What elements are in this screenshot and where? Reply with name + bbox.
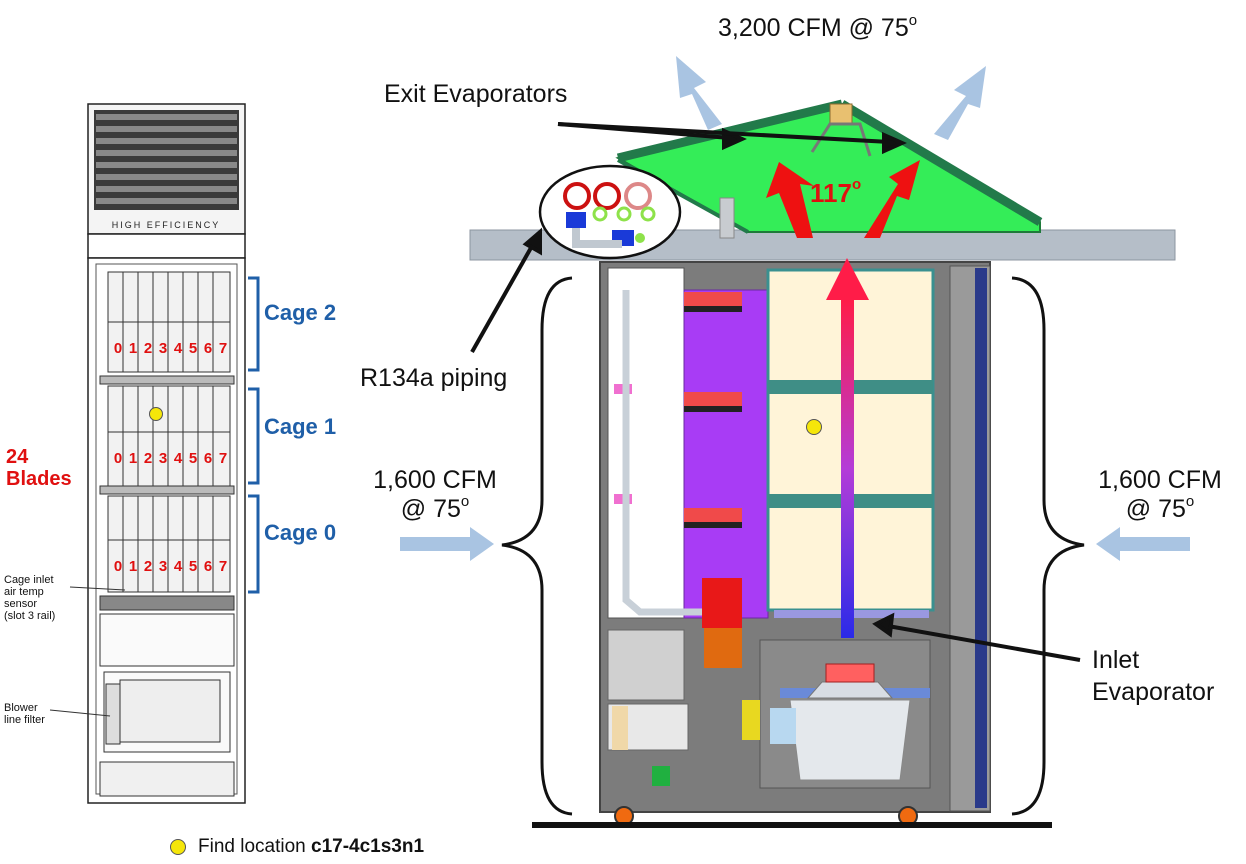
filter-callout-line xyxy=(49,709,111,717)
slot-number: 6 xyxy=(204,558,212,575)
exit-evaporators-label: Exit Evaporators xyxy=(384,80,568,108)
cage-2-blades xyxy=(99,271,235,385)
exhaust-arrows xyxy=(766,160,920,238)
location-marker-rack xyxy=(806,419,822,435)
pointer-lines xyxy=(470,122,1081,662)
slot-number: 3 xyxy=(159,340,167,357)
right-airflow-label: 1,600 CFM @ 75o xyxy=(1098,466,1222,523)
cage-0-label: Cage 0 xyxy=(264,520,337,545)
cage-1-label: Cage 1 xyxy=(264,414,337,439)
left-brace xyxy=(501,276,573,816)
rising-airflow-arrow xyxy=(826,258,869,638)
airflow-arrows xyxy=(400,56,1190,561)
slot-number: 2 xyxy=(144,558,152,575)
right-brace xyxy=(1011,276,1085,816)
slot-number: 4 xyxy=(174,340,183,357)
slot-number: 1 xyxy=(129,558,137,575)
piping-label: R134a piping xyxy=(360,364,508,392)
piping-detail xyxy=(538,164,682,260)
rack-body xyxy=(599,261,991,826)
cabinet-top-grille xyxy=(94,110,239,210)
slot-numbers: 0 1 2 3 4 5 6 70 1 2 3 4 5 6 70 1 2 3 4 5 6 7 xyxy=(114,340,227,575)
legend-location: c17-4c1s3n1 xyxy=(311,836,425,857)
exit-evaporator-roof xyxy=(615,99,1043,239)
floor-line xyxy=(532,822,1052,828)
slot-number: 0 xyxy=(114,340,122,357)
slot-number: 5 xyxy=(189,450,197,467)
slot-number: 3 xyxy=(159,450,167,467)
slot-number: 5 xyxy=(189,558,197,575)
cage-2-label: Cage 2 xyxy=(264,300,337,325)
slot-number: 1 xyxy=(129,340,137,357)
blade-cabinet xyxy=(87,103,246,804)
legend-marker xyxy=(170,839,186,855)
slot-number: 2 xyxy=(144,450,152,467)
inlet-evaporator-label: Inlet Evaporator xyxy=(1092,646,1215,706)
cage-0-blades xyxy=(99,495,235,611)
slot-number: 1 xyxy=(129,450,137,467)
slot-number: 0 xyxy=(114,558,122,575)
slot-number: 6 xyxy=(204,340,212,357)
legend-text: Find location c17-4c1s3n1 xyxy=(198,836,425,857)
slot-number: 7 xyxy=(219,558,227,575)
location-marker-cabinet xyxy=(149,407,163,421)
blades-count-label: 24 Blades xyxy=(6,446,72,490)
sensor-callout-line xyxy=(69,586,126,591)
sensor-label: Cage inlet air temp sensor (slot 3 rail) xyxy=(4,574,56,622)
slot-number: 7 xyxy=(219,450,227,467)
cabinet-logo: HIGH EFFICIENCY xyxy=(112,220,221,230)
cage-1-blades xyxy=(99,385,235,495)
filter-label: Blower line filter xyxy=(4,702,45,726)
slot-number: 5 xyxy=(189,340,197,357)
slot-number: 0 xyxy=(114,450,122,467)
left-airflow-label: 1,600 CFM @ 75o xyxy=(373,466,497,523)
slot-number: 6 xyxy=(204,450,212,467)
cage-brackets xyxy=(248,276,260,594)
exhaust-temp-label: 117o xyxy=(810,176,862,208)
slot-number: 4 xyxy=(174,558,183,575)
slot-number: 2 xyxy=(144,340,152,357)
slot-number: 3 xyxy=(159,558,167,575)
slot-number: 4 xyxy=(174,450,183,467)
top-airflow-label: 3,200 CFM @ 75o xyxy=(718,12,918,42)
slot-number: 7 xyxy=(219,340,227,357)
